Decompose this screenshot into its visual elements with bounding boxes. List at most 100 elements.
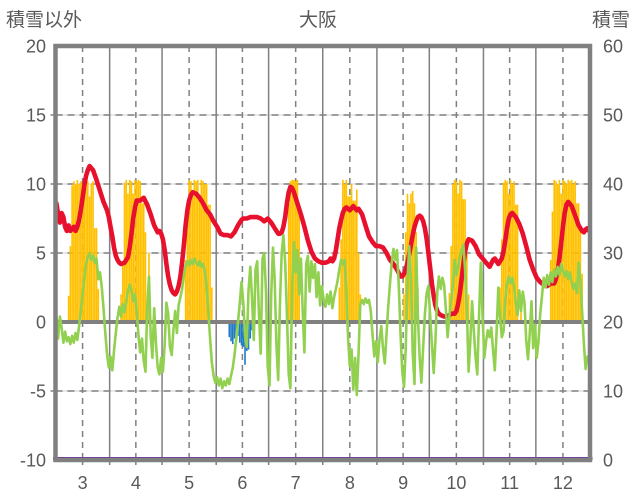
daily-bar: [93, 228, 96, 322]
daily-bar: [500, 239, 503, 322]
daily-bar: [197, 179, 199, 322]
daily-bar: [457, 193, 459, 322]
daily-bar: [452, 184, 454, 322]
chart-border: [53, 43, 593, 463]
daily-bar: [144, 232, 147, 322]
daily-bar: [209, 204, 211, 322]
daily-bar: [121, 262, 124, 322]
plot-border: [53, 43, 593, 463]
daily-bar: [71, 185, 73, 322]
daily-bar: [81, 184, 84, 322]
month-tick-label: 9: [398, 473, 408, 493]
daily-bar: [193, 179, 196, 322]
daily-bar: [343, 184, 346, 322]
daily-bar: [507, 193, 510, 322]
daily-bar: [570, 179, 573, 322]
right-axis-tick-label: 10: [603, 382, 623, 402]
daily-bar: [459, 179, 461, 322]
daily-bar: [514, 204, 517, 322]
daily-bar: [467, 294, 470, 322]
daily-bar: [289, 181, 292, 322]
daily-bar: [555, 181, 557, 322]
daily-bar: [137, 179, 140, 322]
daily-bar: [455, 181, 458, 322]
month-tick-label: 8: [345, 473, 355, 493]
daily-bar: [202, 181, 204, 322]
daily-bar: [249, 322, 252, 339]
right-axis-tick-label: 0: [603, 451, 613, 471]
daily-bar: [74, 184, 77, 322]
daily-bar: [240, 322, 243, 346]
red-line: [54, 163, 592, 319]
daily-bar: [291, 179, 293, 322]
daily-bar: [403, 294, 405, 322]
chart-title: 大阪: [298, 10, 337, 31]
daily-bar: [340, 239, 342, 322]
line-series: [54, 163, 592, 397]
daily-bar: [338, 287, 341, 322]
month-tick-label: 7: [291, 473, 301, 493]
green-line: [55, 233, 591, 397]
daily-bar: [347, 196, 349, 322]
daily-bar: [97, 288, 100, 322]
daily-bar: [130, 181, 133, 322]
daily-bar: [200, 179, 203, 322]
daily-bar: [357, 253, 360, 322]
daily-bar: [230, 322, 232, 342]
month-tick-label: 5: [184, 473, 194, 493]
daily-bar: [191, 193, 194, 322]
right-axis-tick-label: 50: [603, 106, 623, 126]
daily-bar: [356, 189, 358, 322]
daily-bar: [186, 218, 189, 322]
daily-bar: [556, 184, 559, 322]
daily-bar: [511, 184, 514, 322]
daily-bar: [141, 203, 143, 322]
daily-bar: [562, 179, 564, 322]
daily-bar: [184, 259, 187, 322]
daily-bar: [205, 184, 208, 322]
daily-bar: [90, 184, 93, 322]
daily-bar: [228, 322, 231, 338]
daily-bar: [287, 203, 290, 322]
daily-bar: [572, 184, 575, 322]
right-axis-title: 積雪: [591, 10, 630, 31]
left-axis-tick-label: 10: [26, 175, 46, 195]
daily-bar: [551, 211, 554, 322]
daily-bar: [563, 181, 566, 322]
daily-bar: [195, 181, 197, 322]
daily-bar: [92, 181, 94, 322]
daily-bar: [565, 184, 568, 322]
blue-bars: [228, 322, 255, 365]
month-tick-label: 10: [446, 473, 466, 493]
daily-bar: [576, 203, 578, 322]
daily-bar: [238, 322, 241, 343]
daily-bar: [233, 322, 236, 339]
daily-bar: [342, 179, 344, 322]
daily-bar: [450, 246, 452, 322]
daily-bar: [350, 184, 353, 322]
daily-bar: [569, 181, 571, 322]
left-axis-tick-label: 0: [36, 313, 46, 333]
daily-bar: [247, 322, 250, 350]
daily-bar: [567, 179, 569, 322]
daily-bar: [190, 181, 192, 322]
daily-bar: [139, 181, 142, 322]
daily-bar: [345, 179, 348, 322]
daily-bar: [516, 204, 519, 322]
daily-bar: [509, 179, 512, 322]
left-axis-tick-label: 20: [26, 37, 46, 57]
right-axis-tick-label: 40: [603, 175, 623, 195]
daily-bar: [73, 181, 75, 322]
daily-bar: [125, 179, 128, 322]
daily-bar: [76, 179, 79, 322]
month-tick-label: 11: [500, 473, 519, 493]
daily-bar: [188, 179, 190, 322]
left-axis-tick-label: 15: [26, 106, 46, 126]
month-tick-label: 4: [131, 473, 141, 493]
daily-bar: [88, 196, 91, 322]
right-axis-tick-label: 20: [603, 313, 623, 333]
daily-bar: [354, 200, 356, 322]
left-axis-tick-label: -10: [20, 451, 46, 471]
